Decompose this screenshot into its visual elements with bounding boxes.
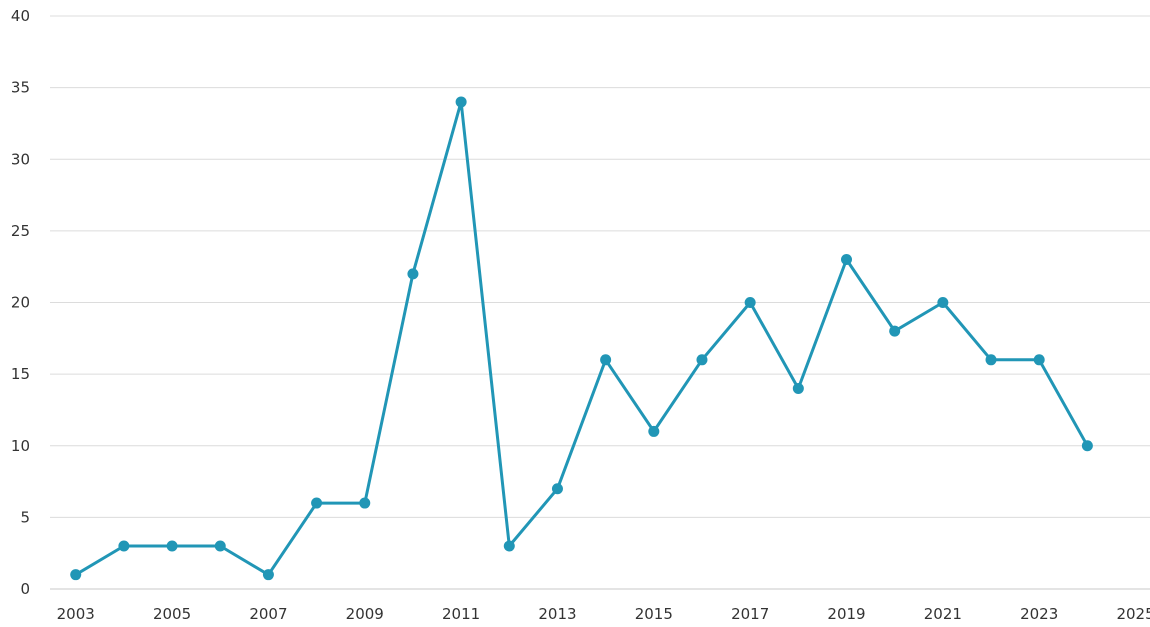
y-tick-label: 35 xyxy=(11,79,30,97)
y-tick-label: 30 xyxy=(11,150,30,168)
y-tick-label: 0 xyxy=(20,580,30,598)
y-tick-label: 25 xyxy=(11,222,30,240)
data-point xyxy=(1033,354,1045,366)
data-point xyxy=(937,297,949,308)
data-point xyxy=(696,354,708,366)
data-point xyxy=(311,497,323,509)
data-point xyxy=(1081,440,1093,452)
x-axis: 2003 2005 2007 2009 2011 2013 2015 2017 2019 2021… xyxy=(57,605,1150,623)
y-tick-label: 5 xyxy=(20,508,30,526)
data-point xyxy=(359,497,371,509)
data-point xyxy=(118,540,130,552)
data-point xyxy=(648,425,660,437)
data-point xyxy=(744,297,756,308)
x-tick-label: 2023 xyxy=(1020,605,1058,623)
data-point xyxy=(214,540,226,552)
x-tick-label: 2013 xyxy=(538,605,576,623)
y-tick-label: 20 xyxy=(11,294,30,312)
data-point xyxy=(551,483,563,495)
x-tick-label: 2005 xyxy=(153,605,191,623)
x-tick-label: 2017 xyxy=(731,605,769,623)
x-tick-label: 2015 xyxy=(635,605,673,623)
y-tick-label: 40 xyxy=(11,7,30,25)
y-tick-label: 15 xyxy=(11,365,30,383)
data-point xyxy=(503,540,515,552)
x-tick-label: 2021 xyxy=(924,605,962,623)
data-point xyxy=(600,354,612,366)
x-tick-label: 2007 xyxy=(249,605,287,623)
data-point xyxy=(841,254,853,266)
y-axis: 0 5 10 15 20 25 30 35 40 xyxy=(11,7,30,598)
x-tick-label: 2011 xyxy=(442,605,480,623)
data-point xyxy=(985,354,997,366)
x-tick-label: 2009 xyxy=(346,605,384,623)
data-point xyxy=(889,325,901,337)
data-point xyxy=(407,268,419,280)
y-tick-label: 10 xyxy=(11,437,30,455)
series-line xyxy=(74,100,1089,577)
series-group xyxy=(70,96,1093,581)
data-point xyxy=(792,382,804,394)
data-point xyxy=(262,569,274,581)
x-tick-label: 2025 xyxy=(1116,605,1150,623)
data-point xyxy=(455,96,467,108)
gridlines xyxy=(50,15,1150,590)
x-tick-label: 2003 xyxy=(57,605,95,623)
data-point xyxy=(166,540,178,552)
x-tick-label: 2019 xyxy=(827,605,865,623)
data-point xyxy=(70,569,82,581)
